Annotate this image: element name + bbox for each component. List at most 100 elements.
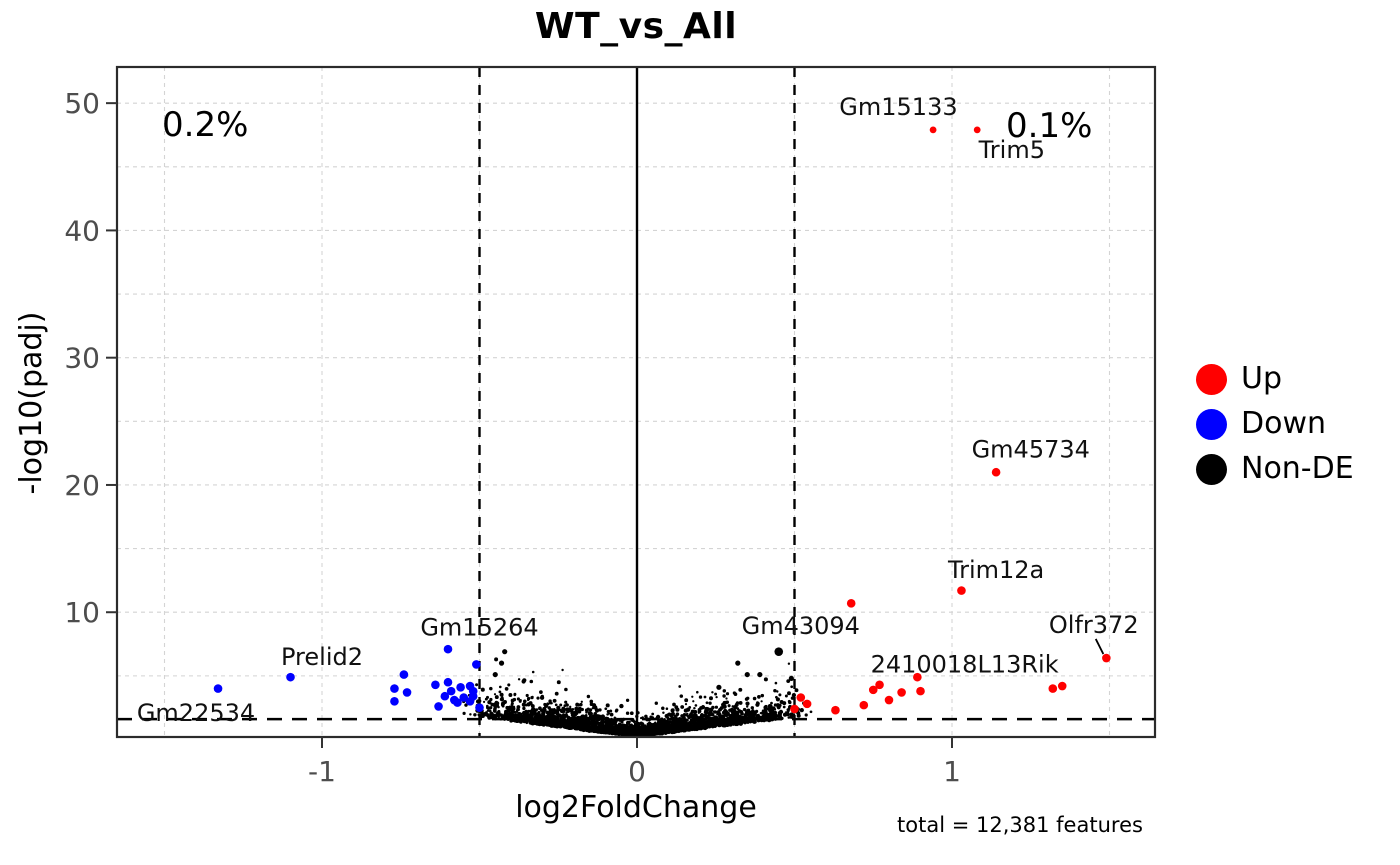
data-point-nonde: [631, 731, 636, 736]
data-point-nonde: [531, 695, 534, 699]
data-point-nonde: [577, 721, 581, 725]
data-point-nonde: [752, 696, 757, 701]
data-point-nonde: [522, 706, 526, 711]
data-point-nonde: [625, 720, 631, 725]
data-point-nonde: [679, 694, 684, 698]
data-point-nonde: [607, 712, 611, 715]
data-point-nonde: [721, 710, 726, 715]
data-point-nonde: [664, 724, 668, 728]
data-point-nonde: [486, 709, 490, 712]
data-point-nonde: [550, 701, 553, 705]
label-connector: [1094, 638, 1105, 655]
data-point-nonde: [604, 724, 609, 730]
data-point-nonde: [613, 716, 616, 719]
data-point-nonde: [526, 702, 531, 707]
data-point-nonde: [680, 705, 685, 709]
data-point-nonde: [764, 704, 768, 709]
data-point-nonde: [582, 727, 586, 730]
data-point-nonde: [760, 700, 763, 703]
gene-label-Trim12a: Trim12a: [947, 556, 1044, 584]
data-point-nonde: [711, 691, 714, 694]
data-point-nonde: [626, 733, 629, 736]
data-point-nonde: [494, 657, 499, 662]
data-point-nonde: [600, 720, 605, 725]
data-point-nonde: [705, 716, 708, 719]
data-point-nonde: [469, 713, 472, 716]
data-point-nonde: [741, 718, 746, 723]
data-point-nonde: [689, 714, 693, 719]
data-point-nonde: [720, 717, 723, 720]
data-point-nonde: [485, 711, 488, 715]
data-point-nonde: [789, 713, 795, 718]
data-point-nonde: [759, 716, 764, 721]
data-point-nonde: [711, 724, 715, 728]
x-tick-label: 0: [628, 755, 646, 788]
data-point-nonde: [590, 722, 594, 725]
data-point-nonde: [657, 718, 661, 722]
data-point-nonde: [597, 721, 601, 726]
data-point-nonde: [728, 715, 732, 720]
data-point-up: [796, 693, 806, 702]
data-point-down: [446, 686, 456, 696]
data-point-nonde: [715, 715, 719, 720]
x-tick-label: -1: [308, 755, 336, 788]
data-point-nonde: [686, 712, 689, 716]
data-point-nonde: [678, 685, 682, 688]
de-points: [213, 126, 1111, 715]
data-point-nonde: [647, 733, 651, 737]
axes: 10 20 30 40 50 -1 0 1: [64, 87, 961, 788]
data-point-nonde: [691, 695, 694, 698]
gene-label-Gm15264: Gm15264: [420, 614, 538, 642]
data-point-up: [846, 599, 856, 608]
data-point-nonde: [601, 726, 604, 729]
data-point-nonde: [775, 703, 780, 708]
data-point-nonde: [788, 700, 792, 705]
data-point-nonde: [748, 712, 753, 716]
data-point-nonde: [666, 716, 670, 720]
data-point-nonde: [744, 717, 748, 721]
data-point-nonde: [529, 679, 534, 684]
data-point-nonde: [665, 707, 669, 710]
data-point-nonde: [552, 708, 556, 711]
y-tick-label: 10: [64, 596, 100, 629]
gene-label-Gm45734: Gm45734: [972, 435, 1090, 463]
data-point-up: [916, 686, 925, 696]
legend-dot-down: [1196, 408, 1227, 440]
data-point-nonde: [529, 710, 534, 715]
data-point-nonde: [535, 713, 540, 718]
data-point-nonde: [649, 727, 654, 732]
data-point-nonde: [462, 711, 466, 716]
data-point-nonde: [723, 718, 726, 721]
data-point-nonde: [521, 679, 526, 684]
data-point-nonde: [794, 688, 799, 693]
data-point-nonde: [526, 696, 531, 701]
data-point-nonde: [506, 712, 509, 715]
data-point-nonde: [746, 705, 749, 708]
data-point-nonde: [654, 701, 658, 705]
data-point-nonde: [597, 728, 601, 732]
data-point-down: [213, 684, 223, 693]
gene-label-Prelid2: Prelid2: [281, 643, 363, 671]
data-point-nonde: [628, 726, 633, 731]
data-point-nonde: [770, 701, 773, 705]
data-point-nonde: [730, 714, 733, 717]
data-point-nonde: [544, 723, 547, 726]
data-point-nonde: [516, 697, 520, 701]
up-percent-annotation: 0.1%: [1006, 106, 1093, 146]
data-point-nonde: [615, 708, 619, 712]
data-point-nonde: [778, 693, 782, 697]
data-point-nonde: [687, 724, 692, 729]
data-point-nonde: [482, 700, 486, 704]
legend-label-down: Down: [1241, 406, 1327, 441]
x-tick-label: 1: [943, 755, 961, 788]
data-point-nonde: [740, 715, 745, 720]
data-point-nonde: [746, 721, 750, 724]
data-point-nonde: [757, 671, 763, 678]
data-point-nonde: [507, 707, 511, 710]
data-point-nonde: [488, 709, 492, 713]
data-point-nonde: [576, 703, 580, 707]
data-point-nonde: [698, 695, 703, 699]
data-point-nonde: [574, 727, 578, 731]
